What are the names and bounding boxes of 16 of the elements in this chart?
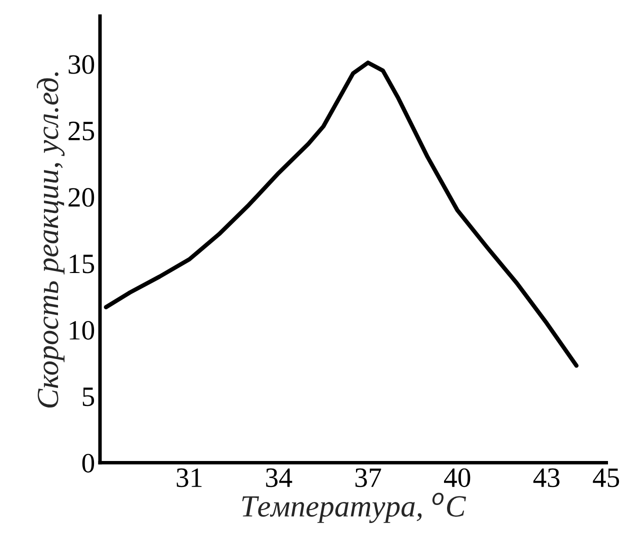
y-tick-label: 0 — [82, 454, 94, 473]
x-axis-title: Температура, $^{o}$C — [242, 492, 466, 523]
y-tick-label: 10 — [70, 320, 94, 340]
y-tick-label: 25 — [68, 122, 94, 140]
x-tick-label: 31 — [176, 468, 202, 488]
y-tick-label: 5 — [82, 388, 94, 406]
y-axis-title: Скорость реакции, усл.ед. — [36, 72, 65, 408]
x-tick-label: 34 — [266, 468, 292, 488]
x-tick-label: 43 — [533, 468, 560, 488]
y-tick-label: 20 — [68, 188, 94, 207]
x-tick-label: 40 — [444, 468, 470, 488]
x-tick-label: 37 — [355, 468, 382, 488]
y-tick-label: 30 — [68, 55, 94, 74]
line-series — [104, 60, 579, 368]
y-tick-label: 15 — [70, 254, 94, 274]
x-tick-label: 45 — [592, 468, 620, 488]
